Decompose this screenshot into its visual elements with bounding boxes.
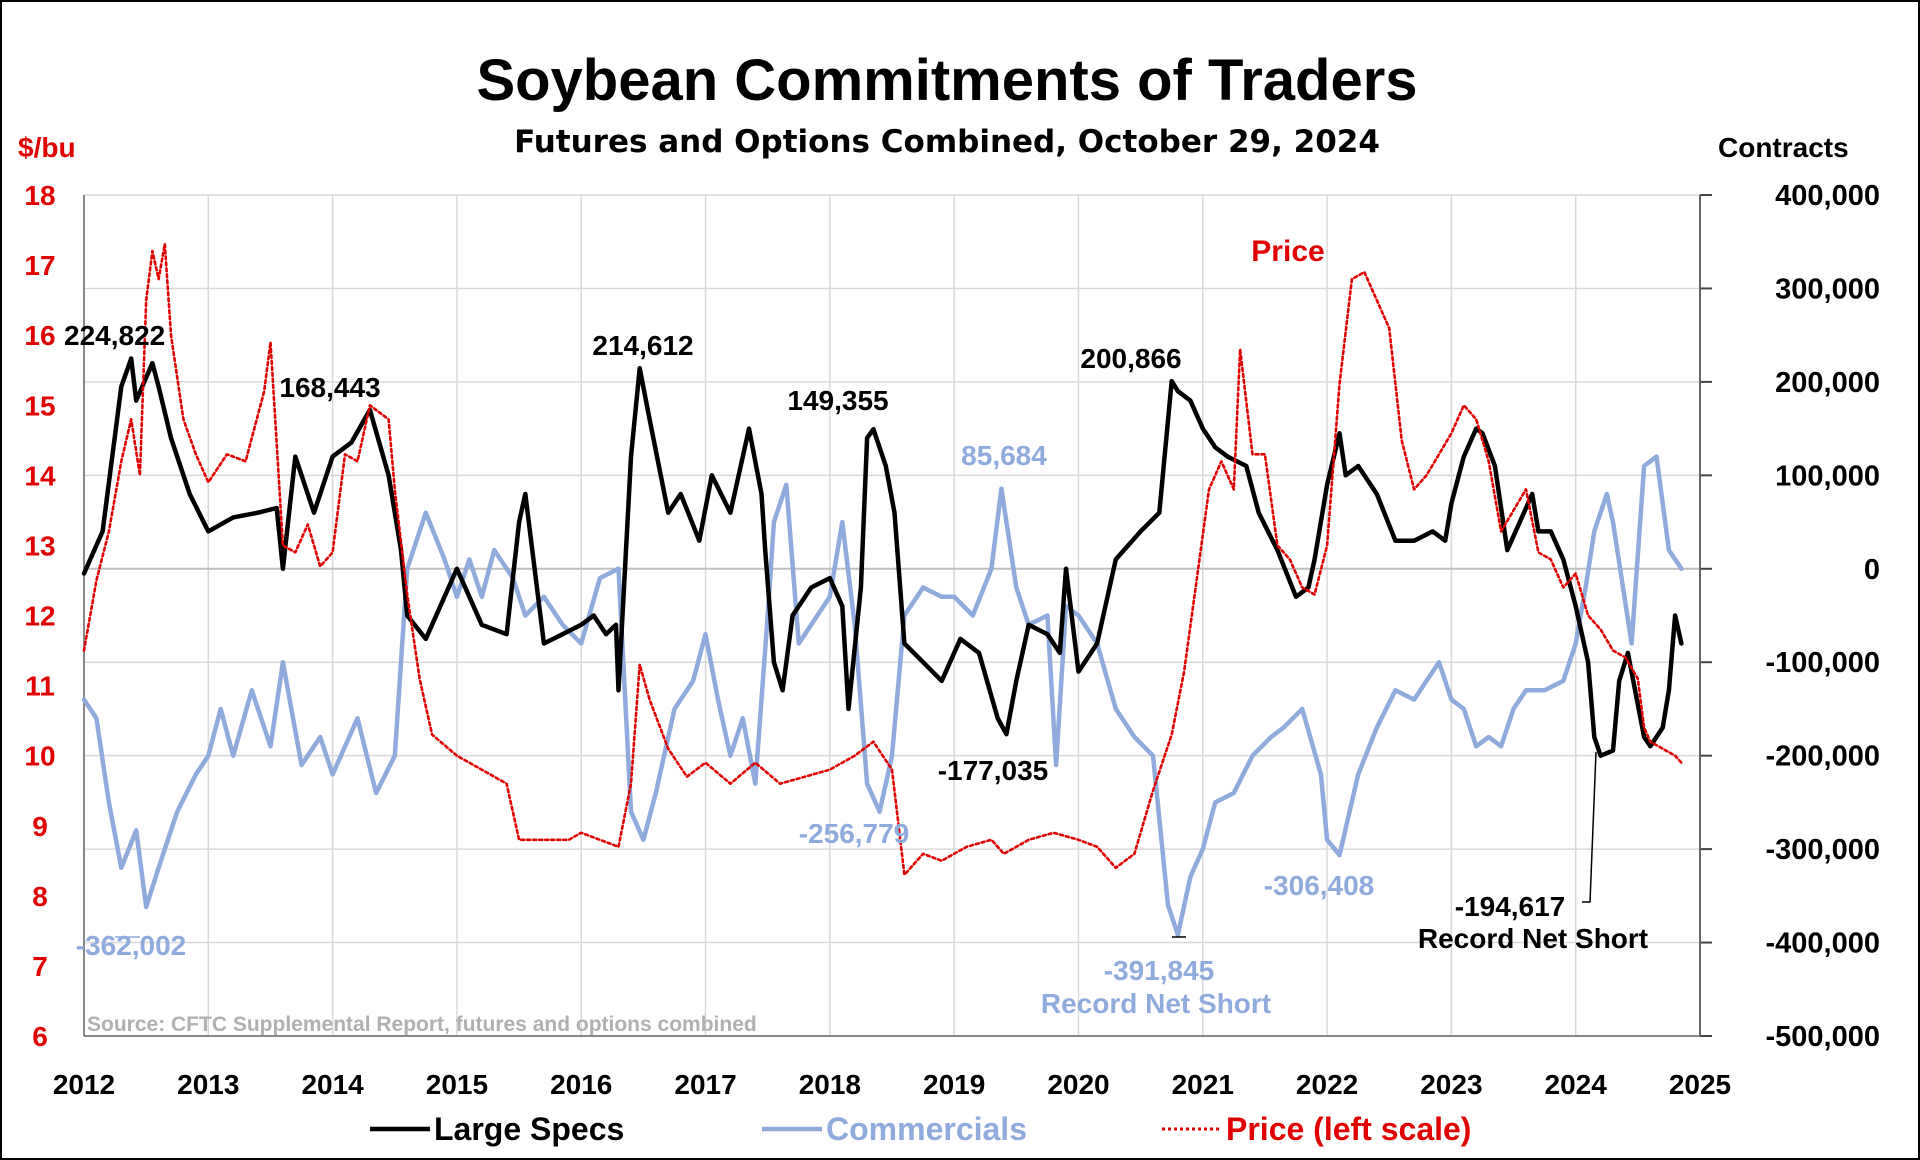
left-tick-label: 8 bbox=[32, 881, 48, 912]
left-tick-label: 16 bbox=[24, 320, 55, 351]
right-tick-label: 300,000 bbox=[1775, 273, 1880, 305]
annotation-large-specs-2012: 224,822 bbox=[64, 320, 165, 351]
x-tick-label: 2014 bbox=[301, 1069, 364, 1100]
chart-title: Soybean Commitments of Traders bbox=[476, 48, 1417, 113]
x-tick-label: 2025 bbox=[1669, 1069, 1731, 1100]
x-tick-label: 2024 bbox=[1545, 1069, 1608, 1100]
x-tick-label: 2017 bbox=[674, 1069, 736, 1100]
annotation-large-specs-2020: 200,866 bbox=[1080, 343, 1181, 374]
annotation-large-specs-2024: -194,617 bbox=[1455, 891, 1566, 922]
left-tick-label: 18 bbox=[24, 180, 55, 211]
right-tick-label: -100,000 bbox=[1766, 647, 1881, 679]
annotation-large-specs-2014: 168,443 bbox=[279, 372, 380, 403]
series-lines bbox=[81, 242, 1684, 938]
right-tick-label: -500,000 bbox=[1766, 1021, 1881, 1053]
annotation-record-net-short-specs: Record Net Short bbox=[1418, 923, 1648, 954]
legend: Large Specs Commercials Price (left scale) bbox=[370, 1111, 1471, 1147]
left-axis-label: $/bu bbox=[18, 132, 76, 163]
left-tick-label: 10 bbox=[24, 741, 55, 772]
right-tick-label: 0 bbox=[1864, 554, 1880, 586]
right-tick-label: 100,000 bbox=[1775, 460, 1880, 492]
annotation-record-net-short-commercials: Record Net Short bbox=[1041, 988, 1271, 1019]
leader-line-specs bbox=[1582, 751, 1597, 903]
right-tick-label: -400,000 bbox=[1766, 928, 1881, 960]
annotation-commercials-2012: -362,002 bbox=[76, 930, 187, 961]
annotation-large-specs-2019: -177,035 bbox=[938, 755, 1049, 786]
x-tick-label: 2022 bbox=[1296, 1069, 1358, 1100]
x-tick-label: 2020 bbox=[1047, 1069, 1109, 1100]
annotation-commercials-2018: -256,779 bbox=[799, 818, 910, 849]
right-tick-label: 200,000 bbox=[1775, 367, 1880, 399]
annotations: 224,822 168,443 214,612 149,355 200,866 -177,… bbox=[64, 235, 1648, 1019]
annotation-commercials-2019: 85,684 bbox=[961, 440, 1047, 471]
legend-large-specs-label: Large Specs bbox=[434, 1111, 624, 1147]
left-tick-label: 17 bbox=[24, 250, 55, 281]
left-tick-label: 12 bbox=[24, 601, 55, 632]
x-tick-label: 2016 bbox=[550, 1069, 612, 1100]
x-tick-label: 2019 bbox=[923, 1069, 985, 1100]
annotation-commercials-2020: -391,845 bbox=[1104, 955, 1215, 986]
axis-ticks: -500,000 -400,000 -300,000 -200,000 -100,000… bbox=[24, 180, 1880, 1100]
x-tick-label: 2013 bbox=[177, 1069, 239, 1100]
annotation-commercials-2022: -306,408 bbox=[1264, 870, 1375, 901]
commercials-line bbox=[81, 454, 1684, 938]
x-tick-label: 2015 bbox=[426, 1069, 488, 1100]
price-line bbox=[82, 242, 1683, 877]
x-tick-label: 2018 bbox=[799, 1069, 861, 1100]
left-tick-label: 9 bbox=[32, 811, 48, 842]
chart-subtitle: Futures and Options Combined, October 29… bbox=[514, 124, 1380, 160]
gridlines bbox=[83, 194, 1701, 1037]
left-tick-label: 13 bbox=[24, 530, 55, 561]
legend-commercials-label: Commercials bbox=[826, 1111, 1027, 1147]
right-tick-label: -200,000 bbox=[1766, 741, 1881, 773]
x-tick-label: 2012 bbox=[53, 1069, 115, 1100]
annotation-large-specs-2018: 149,355 bbox=[787, 385, 888, 416]
right-tick-label: 400,000 bbox=[1775, 180, 1880, 212]
right-tick-label: -300,000 bbox=[1766, 834, 1881, 866]
legend-price-label: Price (left scale) bbox=[1226, 1111, 1471, 1147]
right-axis-label: Contracts bbox=[1718, 132, 1849, 163]
x-tick-label: 2023 bbox=[1420, 1069, 1482, 1100]
left-tick-label: 6 bbox=[32, 1021, 48, 1052]
left-tick-label: 11 bbox=[25, 671, 55, 702]
annotation-price: Price bbox=[1251, 235, 1324, 268]
annotation-large-specs-2016: 214,612 bbox=[592, 330, 693, 361]
left-tick-label: 14 bbox=[24, 460, 56, 491]
large-specs-line bbox=[81, 356, 1684, 758]
left-tick-label: 7 bbox=[32, 951, 48, 982]
left-tick-label: 15 bbox=[24, 390, 55, 421]
x-tick-label: 2021 bbox=[1172, 1069, 1234, 1100]
source-note: Source: CFTC Supplemental Report, future… bbox=[87, 1013, 757, 1036]
